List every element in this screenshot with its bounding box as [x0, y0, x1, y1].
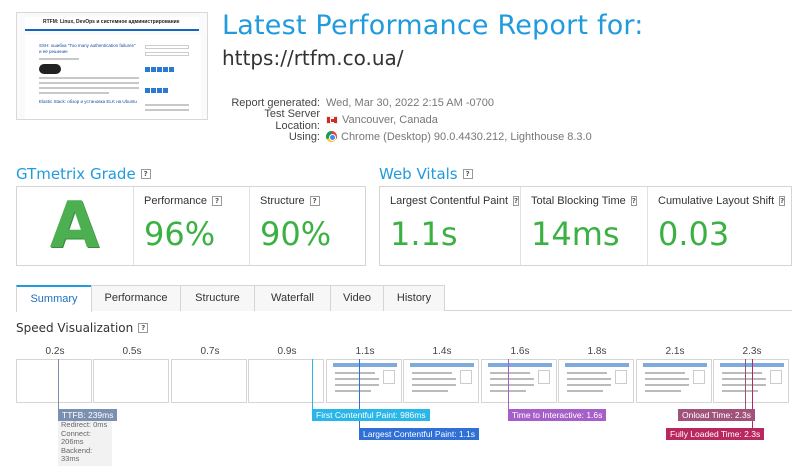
tab-performance[interactable]: Performance [91, 285, 181, 311]
fully-loaded-tag[interactable]: Fully Loaded Time: 2.3s [666, 428, 765, 440]
tick-label: 1.6s [510, 346, 530, 357]
lcp-marker-line [359, 359, 360, 429]
tab-history[interactable]: History [383, 285, 445, 311]
filmstrip-frame[interactable] [171, 359, 247, 403]
thumbnail-logo-image [39, 64, 61, 74]
lcp-tag[interactable]: Largest Contentful Paint: 1.1s [359, 428, 479, 440]
filmstrip-frame[interactable] [713, 359, 789, 403]
tab-video[interactable]: Video [330, 285, 384, 311]
gtmetrix-grade-title: GTmetrix Grade [16, 165, 136, 183]
tab-structure[interactable]: Structure [180, 285, 255, 311]
fcp-marker-line [312, 359, 313, 409]
canada-flag-icon [326, 115, 338, 124]
filmstrip-frame[interactable] [403, 359, 479, 403]
filmstrip-frame[interactable] [636, 359, 712, 403]
thumbnail-body: SSH: ошибка "Too many authentication fai… [25, 35, 201, 119]
tbt-value: 14ms [531, 215, 620, 253]
ttfb-backend: Backend: 33ms [61, 445, 93, 463]
filmstrip-frame[interactable] [16, 359, 92, 403]
filmstrip-frame[interactable] [481, 359, 557, 403]
fcp-tag[interactable]: First Contentful Paint: 986ms [312, 409, 430, 421]
tick-label: 2.3s [742, 346, 762, 357]
thumbnail-site-title: RTFM: Linux, DevOps и системное админист… [25, 17, 199, 31]
grade-letter: A [49, 189, 100, 263]
help-icon[interactable]: ? [779, 196, 786, 206]
help-icon[interactable]: ? [513, 196, 520, 206]
fully-loaded-marker-line [752, 359, 753, 429]
tbt-metric: Total Blocking Time? 14ms [520, 187, 647, 265]
onload-marker-line [745, 359, 746, 409]
ttfb-breakdown: Redirect: 0ms Connect: 206ms Backend: 33… [58, 420, 112, 466]
tick-label: 1.8s [587, 346, 607, 357]
cls-value: 0.03 [658, 215, 730, 253]
tick-label: 2.1s [665, 346, 685, 357]
server-location-value: Vancouver, Canada [342, 113, 438, 126]
speed-visualization-heading: Speed Visualization ? [16, 321, 149, 335]
filmstrip-frame[interactable] [558, 359, 634, 403]
tti-tag[interactable]: Time to Interactive: 1.6s [508, 409, 607, 421]
report-url[interactable]: https://rtfm.co.ua/ [222, 46, 404, 70]
tick-label: 0.9s [277, 346, 297, 357]
gtmetrix-grade-card: A Performance? 96% Structure? 90% [16, 186, 366, 266]
ttfb-tag[interactable]: TTFB: 239ms [58, 409, 118, 421]
tab-waterfall[interactable]: Waterfall [254, 285, 331, 311]
help-icon[interactable]: ? [462, 169, 473, 179]
filmstrip-frame[interactable] [93, 359, 169, 403]
speed-visualization-title: Speed Visualization [16, 321, 134, 335]
web-vitals-title: Web Vitals [379, 165, 458, 183]
report-tabs: Summary Performance Structure Waterfall … [16, 285, 792, 312]
filmstrip-frame[interactable] [248, 359, 324, 403]
tick-label: 0.5s [122, 346, 142, 357]
report-meta: Report generated: Wed, Mar 30, 2022 2:15… [222, 94, 782, 145]
lcp-value: 1.1s [390, 215, 458, 253]
performance-label: Performance [144, 195, 207, 207]
using-label: Using: [288, 130, 320, 143]
tab-summary[interactable]: Summary [16, 285, 92, 312]
report-generated-value: Wed, Mar 30, 2022 2:15 AM -0700 [326, 96, 494, 109]
tick-label: 0.2s [45, 346, 65, 357]
tick-label: 1.4s [432, 346, 452, 357]
cls-metric: Cumulative Layout Shift? 0.03 [647, 187, 792, 265]
cls-label: Cumulative Layout Shift [658, 195, 775, 207]
page-screenshot-thumbnail[interactable]: RTFM: Linux, DevOps и системное админист… [16, 12, 208, 120]
help-icon[interactable]: ? [630, 196, 637, 206]
web-vitals-heading: Web Vitals ? [379, 165, 473, 183]
ttfb-marker-line [58, 359, 59, 409]
tti-marker-line [508, 359, 509, 409]
tbt-label: Total Blocking Time [531, 195, 626, 207]
structure-label: Structure [260, 195, 305, 207]
report-generated-label: Report generated: [231, 96, 320, 109]
ttfb-connect: Connect: 206ms [61, 428, 92, 446]
help-icon[interactable]: ? [309, 196, 320, 206]
thumbnail-post-title: SSH: ошибка "Too many authentication fai… [39, 43, 136, 54]
page-title: Latest Performance Report for: [222, 10, 644, 41]
onload-tag[interactable]: Onload Time: 2.3s [678, 409, 755, 421]
grade-box: A [18, 188, 131, 264]
performance-value: 96% [144, 215, 216, 253]
using-value: Chrome (Desktop) 90.0.4430.212, Lighthou… [341, 130, 592, 143]
help-icon[interactable]: ? [140, 169, 151, 179]
structure-value: 90% [260, 215, 332, 253]
web-vitals-card: Largest Contentful Paint? 1.1s Total Blo… [379, 186, 792, 266]
performance-metric: Performance? 96% [133, 187, 249, 265]
tick-label: 1.1s [355, 346, 375, 357]
ttfb-redirect: Redirect: 0ms [61, 420, 108, 429]
timeline-ticks: 0.2s 0.5s 0.7s 0.9s 1.1s 1.4s 1.6s 1.8s … [0, 346, 800, 358]
server-location-label: Test Server Location: [264, 107, 320, 132]
lcp-metric: Largest Contentful Paint? 1.1s [380, 187, 520, 265]
filmstrip[interactable] [16, 359, 792, 403]
help-icon[interactable]: ? [138, 323, 149, 333]
tick-label: 0.7s [200, 346, 220, 357]
lcp-label: Largest Contentful Paint [390, 195, 509, 207]
gtmetrix-grade-heading: GTmetrix Grade ? [16, 165, 151, 183]
thumbnail-post2-title: Elastic Stack: обзор и установка ELK на … [39, 99, 137, 104]
help-icon[interactable]: ? [211, 196, 222, 206]
chrome-icon [326, 131, 337, 142]
structure-metric: Structure? 90% [249, 187, 365, 265]
filmstrip-frame[interactable] [326, 359, 402, 403]
